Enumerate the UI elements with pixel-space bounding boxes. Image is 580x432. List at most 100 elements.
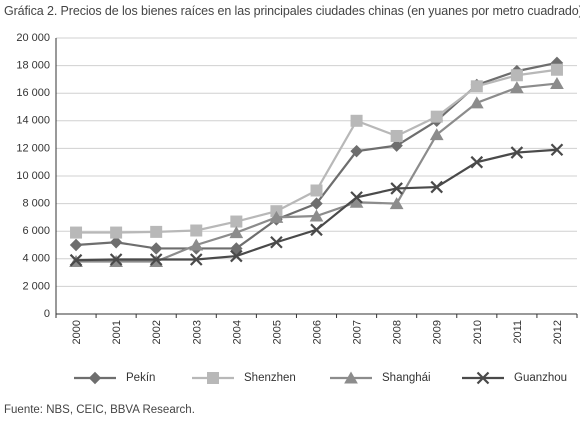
data-point	[470, 80, 483, 93]
data-point	[429, 128, 444, 141]
data-point	[110, 226, 123, 239]
x-tick-label: 2011	[512, 320, 524, 344]
data-point	[150, 225, 163, 238]
y-tick-label: 14 000	[16, 115, 50, 127]
y-tick-label: 8 000	[22, 198, 50, 210]
data-point	[190, 224, 203, 237]
x-tick-label: 2009	[432, 320, 444, 344]
data-point	[149, 253, 163, 266]
x-tick-label: 2004	[231, 320, 243, 344]
axes	[55, 38, 578, 318]
marker-stroke	[310, 223, 323, 237]
x-tick-label: 2010	[472, 320, 484, 344]
y-tick-label: 0	[44, 308, 50, 320]
data-point	[390, 182, 403, 195]
data-point	[430, 110, 443, 123]
series	[69, 56, 564, 268]
data-point	[230, 242, 243, 255]
x-tick-label: 2005	[271, 320, 283, 344]
data-point	[550, 77, 564, 90]
marker-stroke	[69, 253, 83, 267]
data-point	[149, 242, 163, 255]
marker-stroke	[430, 180, 444, 194]
marker-stroke	[149, 253, 163, 266]
data-point	[309, 209, 324, 222]
y-tick-label: 18 000	[16, 60, 50, 72]
legend-item: Pekín	[74, 371, 155, 385]
data-point	[510, 146, 524, 159]
data-point	[189, 253, 203, 266]
x-tick-label: 2002	[151, 320, 163, 344]
y-tick-label: 16 000	[16, 87, 50, 99]
source-note: Fuente: NBS, CEIC, BBVA Research.	[4, 404, 195, 416]
x-tick-label: 2012	[552, 320, 564, 344]
legend-label: Pekín	[126, 372, 155, 384]
legend-item: Shanghái	[330, 371, 431, 384]
marker-stroke	[270, 235, 283, 249]
data-point	[470, 155, 484, 169]
data-point	[189, 238, 204, 251]
data-point	[70, 226, 83, 239]
data-point	[270, 235, 283, 249]
data-point	[350, 114, 363, 127]
legend-label: Shanghái	[382, 372, 431, 384]
legend-item: Shenzhen	[192, 372, 296, 384]
marker-stroke	[350, 191, 363, 204]
x-tick-label: 2007	[352, 320, 364, 344]
legend-marker	[207, 372, 219, 384]
y-tick-label: 2 000	[22, 280, 50, 292]
data-point	[389, 197, 404, 210]
chart-title: Gráfica 2. Precios de los bienes raíces …	[4, 4, 580, 18]
data-point	[430, 180, 444, 194]
x-tick-label: 2003	[191, 320, 203, 344]
data-point	[230, 215, 243, 228]
data-point	[310, 223, 323, 237]
x-tick-label: 2006	[312, 320, 324, 344]
marker-stroke	[550, 143, 564, 157]
data-point	[390, 129, 403, 142]
marker-stroke	[109, 253, 123, 266]
data-point	[469, 96, 484, 109]
data-point	[350, 191, 363, 204]
data-point	[230, 249, 243, 263]
y-tick-label: 20 000	[16, 32, 50, 44]
marker-stroke	[476, 371, 490, 385]
x-tick-label: 2008	[392, 320, 404, 344]
series-x	[69, 143, 564, 267]
marker-stroke	[189, 253, 203, 266]
data-point	[350, 144, 363, 158]
series-line	[76, 82, 558, 263]
y-tick-label: 4 000	[22, 253, 50, 265]
data-point	[310, 197, 323, 210]
legend-label: Guanzhou	[514, 372, 567, 384]
data-point	[69, 253, 83, 267]
data-point	[109, 236, 123, 249]
gridlines	[56, 37, 577, 287]
marker-stroke	[470, 155, 484, 169]
marker-stroke	[390, 182, 403, 195]
legend-item: Guanzhou	[462, 371, 567, 385]
x-tick-label: 2000	[71, 320, 83, 344]
data-point	[310, 184, 323, 197]
data-point	[510, 69, 523, 82]
y-tick-label: 10 000	[16, 170, 50, 182]
series-diamond	[69, 56, 564, 255]
legend-marker	[476, 371, 490, 385]
series-square	[70, 63, 563, 239]
legend-marker	[344, 371, 358, 384]
y-tick-label: 12 000	[16, 142, 50, 154]
data-point	[69, 238, 83, 252]
x-tick-label: 2001	[111, 320, 123, 344]
legend-marker	[88, 371, 102, 385]
legend: Pekín Shenzhen Shanghái Guanzhou	[74, 371, 567, 385]
data-point	[550, 143, 564, 157]
data-point	[349, 195, 364, 208]
series-triangle	[69, 77, 564, 268]
data-point	[510, 81, 524, 94]
legend-label: Shenzhen	[244, 372, 296, 384]
data-point	[269, 210, 284, 223]
y-tick-label: 6 000	[22, 225, 50, 237]
data-point	[390, 139, 403, 152]
data-point	[229, 226, 244, 239]
